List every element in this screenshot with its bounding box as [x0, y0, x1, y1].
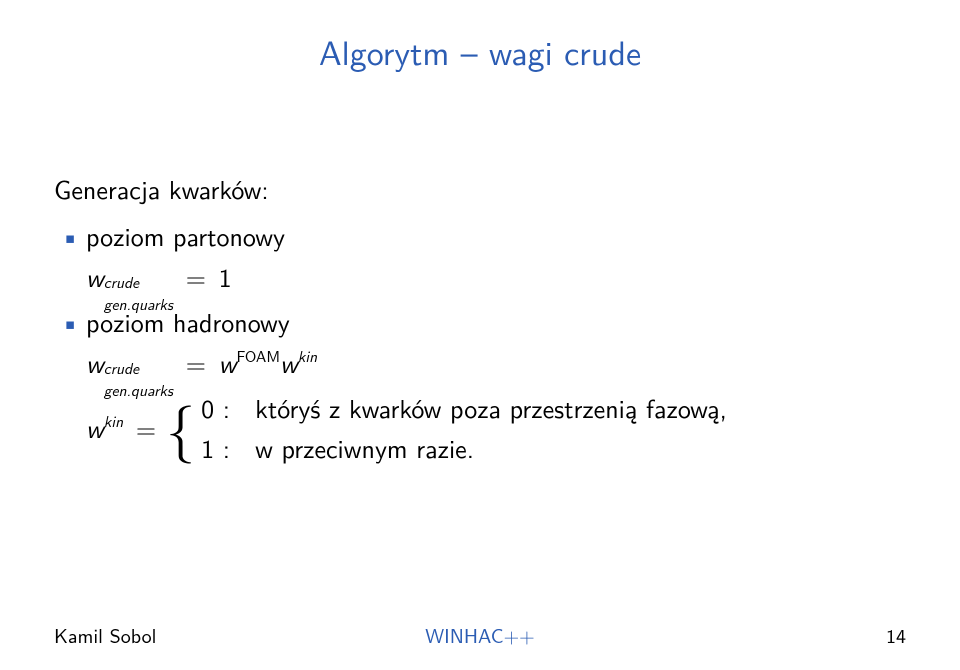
footer: WINHAC++ Kamil Sobol 14: [54, 621, 906, 650]
body-heading: Generacja kwarków:: [54, 172, 906, 207]
bullet-item-2: poziom hadronowy: [54, 305, 906, 340]
sup-kin-2: kin: [104, 409, 123, 432]
case-1-right: w przeciwnym razie.: [255, 431, 474, 466]
slide-body: Generacja kwarków: poziom partonowy wcru…: [54, 172, 906, 466]
cases-formula: wkin = { 0 : któryś z kwarków poza przes…: [54, 391, 906, 465]
sup-foam: FOAM: [236, 344, 280, 367]
formula-1: wcrudegen.quarks= 1: [54, 260, 906, 295]
equals-1: =: [182, 258, 210, 296]
left-brace-icon: {: [166, 399, 195, 451]
var-w-4: w: [280, 344, 298, 382]
footer-center: WINHAC++: [54, 621, 906, 650]
equals-2: =: [182, 344, 210, 382]
bullet-item-1: poziom partonowy: [54, 219, 906, 254]
footer-right: 14: [886, 621, 906, 650]
bullet-2-label: poziom hadronowy: [86, 303, 290, 341]
sub-genquarks-2: gen.quarks: [104, 379, 173, 400]
cases-block: 0 : któryś z kwarków poza przestrzenią f…: [201, 391, 727, 465]
var-w-3: w: [219, 344, 237, 382]
var-w-5: w: [86, 409, 104, 447]
bullet-1-label: poziom partonowy: [86, 217, 285, 255]
footer-left: Kamil Sobol: [54, 621, 156, 650]
sup-crude-1: crude: [104, 271, 139, 292]
equals-3: =: [132, 409, 160, 447]
sup-kin-1: kin: [298, 344, 317, 367]
sup-crude-2: crude: [104, 357, 139, 378]
slide-title: Algorytm – wagi crude: [0, 26, 960, 76]
case-0-left: 0 :: [201, 391, 237, 426]
formula-2: wcrudegen.quarks= wFOAMwkin: [54, 346, 906, 381]
var-w-1: w: [86, 258, 104, 296]
case-line-1: 1 : w przeciwnym razie.: [201, 431, 727, 466]
case-line-0: 0 : któryś z kwarków poza przestrzenią f…: [201, 391, 727, 426]
case-0-right: któryś z kwarków poza przestrzenią fazow…: [255, 391, 727, 426]
slide: Algorytm – wagi crude Generacja kwarków:…: [0, 0, 960, 670]
rhs-1: 1: [219, 258, 232, 296]
var-w-2: w: [86, 344, 104, 382]
cases-lhs: wkin =: [86, 411, 160, 446]
case-1-left: 1 :: [201, 431, 237, 466]
